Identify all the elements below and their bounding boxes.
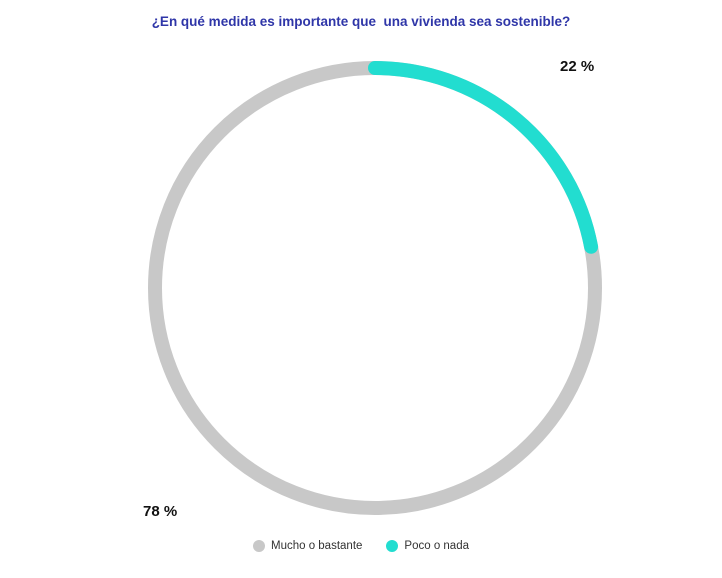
data-label-mucho-o-bastante: 78 % bbox=[143, 503, 178, 520]
legend-swatch-mucho-o-bastante bbox=[252, 540, 265, 552]
slice-poco-o-nada bbox=[368, 61, 599, 254]
legend: Mucho o bastante Poco o nada bbox=[0, 540, 722, 552]
legend-swatch-poco-o-nada bbox=[386, 540, 399, 552]
legend-item-mucho-o-bastante[interactable]: Mucho o bastante bbox=[252, 540, 363, 552]
legend-label-poco-o-nada: Poco o nada bbox=[404, 540, 469, 552]
chart-title: ¿En qué medida es importante que una viv… bbox=[151, 14, 571, 29]
legend-label-mucho-o-bastante: Mucho o bastante bbox=[270, 540, 363, 552]
legend-item-poco-o-nada[interactable]: Poco o nada bbox=[386, 540, 469, 552]
data-label-poco-o-nada: 22 % bbox=[560, 58, 595, 75]
